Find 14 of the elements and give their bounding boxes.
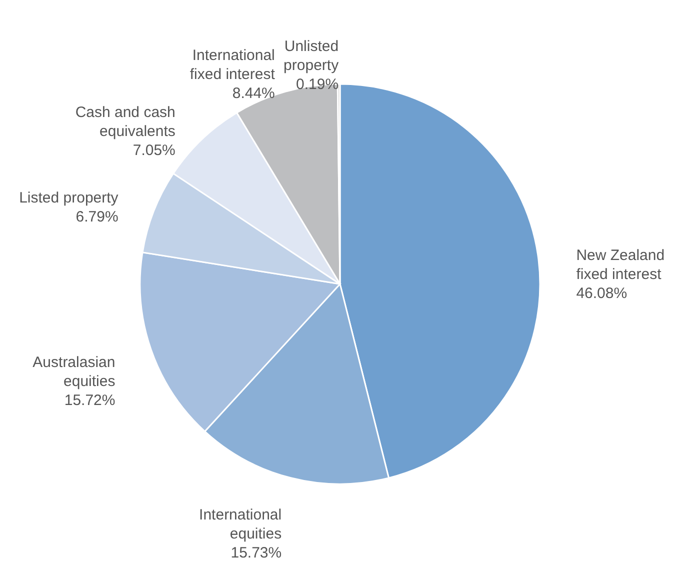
data-label: 15.72%	[64, 392, 116, 410]
slice-label: Australasian equities	[32, 354, 116, 390]
data-label: 6.79%	[76, 208, 118, 226]
slice-label: New Zealand fixed interest	[576, 246, 665, 283]
slice-label: International fixed interest	[190, 47, 276, 84]
slice-label: Listed property	[19, 189, 119, 206]
slice-label: Cash and cash equivalents	[75, 104, 176, 140]
slice-label: International equities	[199, 506, 282, 543]
data-label: 46.08%	[576, 284, 628, 302]
data-label: 8.44%	[232, 85, 275, 102]
data-label: 15.73%	[230, 544, 282, 562]
data-label: 7.05%	[132, 142, 176, 160]
slice-label: Unlisted property	[284, 38, 340, 74]
data-label: 0.19%	[296, 76, 339, 94]
